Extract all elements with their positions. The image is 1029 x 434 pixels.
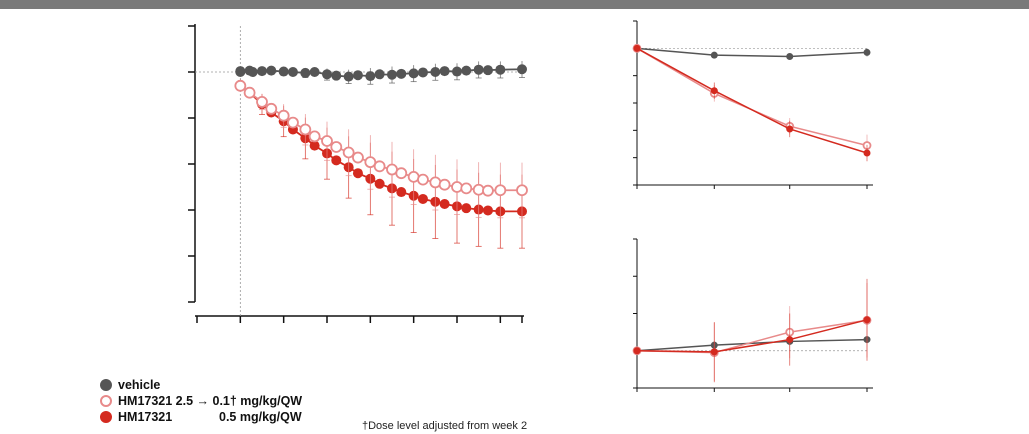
vehicle-data-point — [257, 66, 267, 77]
hm_high-line — [636, 319, 868, 353]
vehicle-data-point — [473, 64, 484, 75]
vehicle-data-point — [278, 66, 289, 77]
vehicle-data-point — [495, 64, 506, 75]
hm_low-data-point — [299, 123, 312, 136]
hm_high-data-point — [710, 87, 718, 95]
hm_low-data-point — [417, 173, 429, 186]
top-bar — [0, 0, 1029, 9]
hm-high-marker-icon — [100, 411, 112, 423]
hm_high-data-point — [482, 205, 493, 216]
hm_low-data-point — [277, 109, 290, 122]
vehicle-data-point — [517, 64, 527, 75]
vehicle-data-point — [786, 53, 794, 61]
legend-label-hm-low: HM17321 2.5 → 0.1† mg/kg/QW — [118, 394, 303, 408]
hm_high-data-point — [461, 203, 472, 214]
hm_high-data-point — [331, 155, 342, 166]
vehicle-data-point — [482, 65, 493, 76]
hm_low-data-point — [438, 178, 451, 191]
hm_high-data-point — [786, 125, 794, 133]
hm_low-line — [239, 85, 522, 192]
hm_low-line — [636, 47, 868, 147]
hm_high-data-point — [633, 44, 641, 52]
legend-label-hm-high-name: HM17321 — [118, 410, 173, 424]
hm_high-data-point — [374, 178, 385, 189]
vehicle-line — [636, 338, 868, 352]
hm_low-data-point — [373, 160, 386, 173]
vehicle-data-point — [374, 69, 385, 80]
vehicle-data-point — [863, 48, 871, 56]
hm_high-data-point — [396, 187, 407, 198]
hm_low-data-point — [265, 102, 278, 115]
vehicle-data-point — [387, 69, 397, 80]
body-weight-chart — [188, 24, 528, 323]
vehicle-data-point — [710, 51, 718, 59]
vehicle-line — [636, 47, 868, 58]
hm_low-data-point — [243, 86, 256, 99]
hm_high-data-point — [863, 316, 871, 324]
vehicle-data-point — [396, 68, 407, 79]
hm_high-data-point — [863, 149, 871, 157]
legend-item-vehicle: vehicle — [100, 377, 302, 393]
vehicle-data-point — [408, 68, 419, 79]
hm_high-data-point — [352, 168, 363, 179]
hm_low-data-point — [287, 116, 299, 129]
legend-label-vehicle: vehicle — [118, 378, 161, 392]
hm_low-data-point — [516, 184, 528, 197]
baseline-data-point — [247, 67, 258, 77]
vehicle-data-point — [452, 66, 462, 77]
hm_high-data-point — [309, 140, 320, 151]
vehicle-data-point — [439, 66, 450, 77]
baseline-data-point — [235, 67, 246, 77]
hm_low-data-point — [342, 146, 355, 159]
hm_low-data-point — [256, 96, 268, 108]
hm-low-marker-icon — [100, 395, 112, 407]
footnote: †Dose level adjusted from week 2 — [362, 420, 528, 432]
vehicle-data-point — [352, 70, 363, 81]
vehicle-data-point — [331, 70, 342, 81]
hm_low-data-point — [352, 151, 364, 164]
fat-mass-chart — [632, 20, 873, 189]
vehicle-data-point — [300, 67, 311, 78]
hm_low-data-point — [395, 167, 408, 180]
hm_low-data-point — [330, 141, 343, 153]
vehicle-data-point — [343, 71, 354, 82]
hm_low-data-point — [460, 182, 473, 195]
vehicle-marker-icon — [100, 379, 112, 391]
hm_low-data-point — [321, 135, 333, 147]
vehicle-data-point — [365, 71, 376, 82]
lean-mass-chart — [632, 238, 873, 392]
hm_low-data-point — [451, 181, 463, 193]
vehicle-data-point — [266, 65, 277, 76]
legend: vehicle HM17321 2.5 → 0.1† mg/kg/QW HM17… — [100, 377, 302, 425]
hm_high-data-point — [439, 199, 450, 210]
vehicle-data-point — [309, 67, 320, 77]
hm_low-data-point — [234, 79, 247, 92]
hm_high-line — [636, 47, 868, 154]
hm_low-data-point — [429, 176, 442, 189]
vehicle-data-point — [461, 65, 472, 76]
vehicle-data-point — [430, 67, 441, 77]
hm_low-data-point — [308, 130, 321, 143]
hm_high-data-point — [633, 347, 641, 355]
hm_low-data-point — [482, 184, 494, 197]
hm_high-data-point — [710, 348, 718, 356]
legend-item-hm-high: HM17321 0.5 mg/kg/QW — [100, 409, 302, 425]
hm_high-data-point — [786, 336, 794, 344]
hm_low-data-point — [364, 156, 377, 169]
hm_high-data-point — [417, 193, 428, 204]
vehicle-data-point — [287, 67, 298, 77]
hm_low-data-point — [494, 184, 507, 197]
legend-label-hm-high-dose: 0.5 mg/kg/QW — [219, 410, 302, 424]
vehicle-data-point — [322, 69, 332, 80]
legend-item-hm-low: HM17321 2.5 → 0.1† mg/kg/QW — [100, 393, 302, 409]
vehicle-data-point — [417, 67, 428, 78]
